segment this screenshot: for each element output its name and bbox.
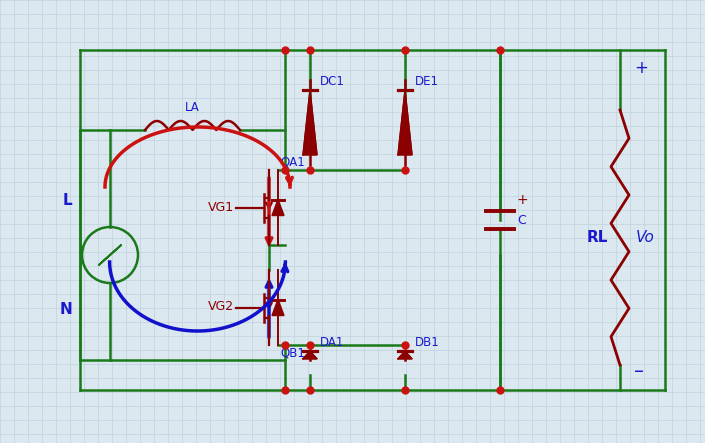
Text: RL: RL	[587, 230, 608, 245]
Text: +: +	[634, 59, 648, 77]
Text: DB1: DB1	[415, 336, 440, 349]
Polygon shape	[398, 351, 412, 359]
Text: QB1: QB1	[280, 347, 305, 360]
Text: LA: LA	[185, 101, 200, 114]
Polygon shape	[272, 199, 284, 215]
Text: DC1: DC1	[320, 75, 345, 88]
Polygon shape	[303, 90, 317, 155]
Text: VG2: VG2	[208, 300, 234, 314]
Text: DE1: DE1	[415, 75, 439, 88]
Text: –: –	[634, 362, 644, 381]
Polygon shape	[272, 299, 284, 315]
Text: Vo: Vo	[636, 230, 655, 245]
Text: +: +	[516, 193, 527, 207]
Text: C: C	[517, 214, 526, 226]
Text: DA1: DA1	[320, 336, 344, 349]
Text: VG1: VG1	[208, 201, 234, 214]
Text: QA1: QA1	[280, 155, 305, 168]
Text: L: L	[62, 193, 72, 207]
Text: N: N	[59, 303, 72, 318]
Polygon shape	[303, 351, 317, 359]
Polygon shape	[398, 90, 412, 155]
